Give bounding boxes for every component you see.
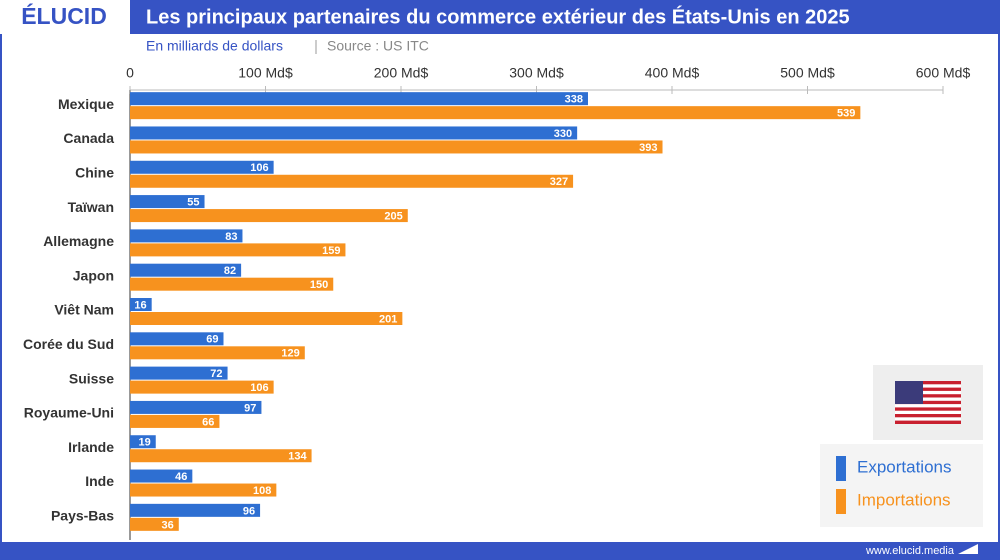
data-label: 159 — [322, 245, 340, 257]
bar — [130, 126, 578, 140]
y-tick-label: Corée du Sud — [23, 336, 114, 352]
data-label: 106 — [250, 162, 268, 174]
bar — [130, 503, 261, 517]
data-label: 205 — [384, 210, 402, 222]
y-tick-label: Irlande — [68, 439, 114, 455]
footer-logo — [958, 544, 978, 554]
bar — [130, 517, 179, 531]
source: Source : US ITC — [327, 38, 429, 54]
bar — [130, 469, 193, 483]
data-label: 327 — [550, 176, 568, 188]
data-label: 82 — [224, 265, 236, 277]
y-tick-label: Pays-Bas — [51, 508, 114, 524]
data-label: 338 — [565, 94, 583, 106]
data-label: 97 — [244, 402, 256, 414]
bar — [130, 366, 228, 380]
data-label: 393 — [639, 142, 657, 154]
bar — [130, 332, 224, 346]
bar — [130, 414, 220, 428]
legend-label: Exportations — [857, 457, 952, 476]
data-label: 150 — [310, 279, 328, 291]
legend-swatch — [836, 489, 846, 514]
data-label: 330 — [554, 128, 572, 140]
bar — [130, 229, 243, 243]
data-label: 539 — [837, 108, 855, 120]
data-label: 201 — [379, 313, 397, 325]
data-label: 66 — [202, 416, 214, 428]
x-tick-label: 600 Md$ — [916, 65, 971, 81]
bar — [130, 209, 408, 223]
bar — [130, 160, 274, 174]
legend-box — [820, 444, 983, 527]
logo-box — [0, 0, 130, 34]
x-tick-label: 200 Md$ — [374, 65, 429, 81]
data-label: 69 — [206, 334, 218, 346]
bar — [130, 483, 277, 497]
header-band — [0, 0, 1000, 34]
data-label: 16 — [134, 299, 146, 311]
data-label: 134 — [288, 451, 307, 463]
data-label: 72 — [210, 368, 222, 380]
data-label: 36 — [162, 519, 174, 531]
bar — [130, 174, 574, 188]
y-tick-label: Japon — [73, 267, 114, 283]
y-tick-label: Inde — [85, 473, 114, 489]
x-tick-label: 400 Md$ — [645, 65, 700, 81]
data-label: 55 — [187, 196, 199, 208]
bar — [130, 263, 242, 277]
bar — [130, 346, 305, 360]
y-tick-label: Canada — [63, 130, 114, 146]
x-tick-label: 500 Md$ — [780, 65, 835, 81]
bar — [130, 312, 403, 325]
data-label: 108 — [253, 485, 271, 497]
legend-swatch — [836, 456, 846, 481]
y-tick-label: Allemagne — [43, 233, 114, 249]
x-tick-label: 100 Md$ — [238, 65, 293, 81]
bar — [130, 106, 861, 120]
data-label: 46 — [175, 471, 187, 483]
chart-title: Les principaux partenaires du commerce e… — [146, 5, 850, 28]
subtitle: En milliards de dollars — [146, 38, 283, 54]
y-tick-label: Royaume-Uni — [24, 405, 114, 421]
data-label: 96 — [243, 505, 255, 517]
bar — [130, 380, 274, 394]
bar — [130, 277, 334, 291]
y-tick-label: Mexique — [58, 96, 114, 112]
bar — [130, 435, 156, 449]
bar — [130, 243, 346, 257]
data-label: 129 — [281, 348, 299, 360]
bar — [130, 195, 205, 209]
flag — [895, 381, 961, 424]
x-tick-label: 300 Md$ — [509, 65, 564, 81]
bar — [130, 449, 312, 463]
bar — [130, 92, 588, 106]
x-tick-label: 0 — [126, 65, 134, 81]
y-tick-label: Taïwan — [68, 199, 114, 215]
logo: ÉLUCID — [21, 2, 107, 29]
data-label: 83 — [225, 231, 237, 243]
y-tick-label: Chine — [75, 164, 114, 180]
bar — [130, 400, 262, 414]
legend-label: Importations — [857, 490, 951, 509]
website: www.elucid.media — [865, 545, 955, 557]
bar — [130, 298, 152, 311]
y-tick-label: Suisse — [69, 370, 114, 386]
data-label: 19 — [138, 437, 150, 449]
footer-band — [0, 542, 1000, 560]
y-tick-label: Viêt Nam — [54, 302, 114, 318]
data-label: 106 — [250, 382, 268, 394]
bar — [130, 140, 663, 154]
